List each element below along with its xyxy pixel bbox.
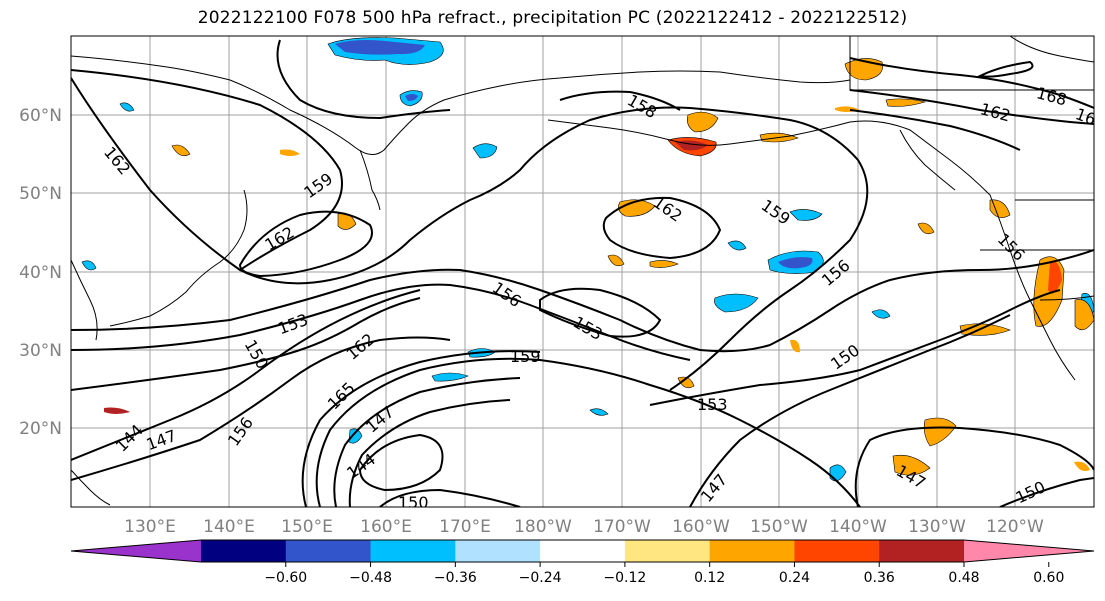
lon-label: 140°E xyxy=(203,517,255,537)
colorbar-segment xyxy=(709,540,795,562)
lon-label: 150°E xyxy=(281,517,333,537)
longitude-labels: 130°E 140°E 150°E 160°E 170°E 180°W 170°… xyxy=(124,517,1044,537)
colorbar-tick-label: −0.48 xyxy=(349,570,392,586)
contour-label: 153 xyxy=(697,395,728,414)
chart-title: 2022122100 F078 500 hPa refract., precip… xyxy=(197,8,908,28)
colorbar-segment xyxy=(624,540,711,562)
colorbar-tick-label: −0.24 xyxy=(519,570,562,586)
colorbar-segment xyxy=(794,540,880,562)
lat-label: 60°N xyxy=(19,106,62,126)
colorbar-tick-label: −0.36 xyxy=(434,570,477,586)
colorbar-tick-label: −0.60 xyxy=(264,570,307,586)
latitude-labels: 60°N 50°N 40°N 30°N 20°N xyxy=(19,106,62,439)
precip-positive xyxy=(104,58,1094,476)
lat-label: 20°N xyxy=(19,419,62,439)
map-panel: 162 159 162 153 150 156 147 144 162 165 … xyxy=(71,36,1099,512)
colorbar-outline xyxy=(70,539,1095,563)
lon-label: 180°W xyxy=(514,517,572,537)
colorbar: −0.60 −0.48 −0.36 −0.24 −0.12 0.12 0.24 0.36 0.4… xyxy=(70,539,1095,586)
lon-label: 140°W xyxy=(829,517,887,537)
lon-label: 170°W xyxy=(593,517,651,537)
lat-label: 50°N xyxy=(19,184,62,204)
gridlines xyxy=(71,36,1094,507)
colorbar-segment xyxy=(455,540,541,562)
colorbar-tick-label: 0.48 xyxy=(948,570,979,586)
colorbar-extend-low xyxy=(71,540,201,562)
lon-label: 160°W xyxy=(672,517,730,537)
lon-label: 170°E xyxy=(439,517,491,537)
colorbar-segment xyxy=(540,540,626,562)
colorbar-segment xyxy=(285,540,372,562)
colorbar-tick-label: 0.12 xyxy=(694,570,725,586)
contour-label: 159 xyxy=(510,347,541,366)
colorbar-segment xyxy=(879,540,965,562)
lon-label: 150°W xyxy=(750,517,808,537)
lon-label: 130°W xyxy=(908,517,966,537)
lat-label: 40°N xyxy=(19,263,62,283)
lat-label: 30°N xyxy=(19,341,62,361)
contour-label: 16 xyxy=(1073,104,1099,129)
colorbar-segment xyxy=(201,540,287,562)
map-frame xyxy=(70,35,1095,508)
colorbar-tick-label: −0.12 xyxy=(603,570,646,586)
colorbar-tick-label: 0.24 xyxy=(779,570,810,586)
colorbar-tick-label: 0.36 xyxy=(864,570,895,586)
colorbar-tick-label: 0.60 xyxy=(1033,570,1064,586)
lon-label: 120°W xyxy=(986,517,1044,537)
lon-label: 130°E xyxy=(124,517,176,537)
lon-label: 160°E xyxy=(360,517,412,537)
colorbar-segment xyxy=(370,540,456,562)
colorbar-extend-high xyxy=(964,540,1094,562)
contour-label: 150 xyxy=(398,493,429,512)
contour-lines xyxy=(71,39,1094,507)
